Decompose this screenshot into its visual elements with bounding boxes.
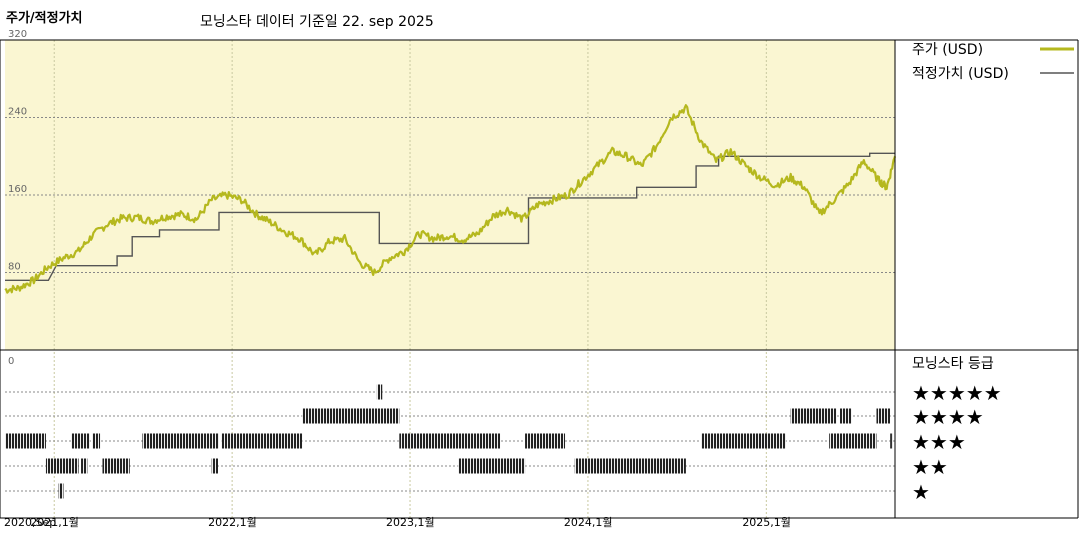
x-tick-label: 2023,1월 <box>386 516 435 529</box>
rating-bar <box>574 458 686 474</box>
chart-subtitle: 모닝스타 데이터 기준일 22. sep 2025 <box>200 14 434 30</box>
x-tick-label: 2021,1월 <box>30 516 79 529</box>
x-tick-label: 2024,1월 <box>564 516 613 529</box>
rating-bar <box>525 433 566 449</box>
rating-bar <box>221 433 303 449</box>
x-tick-label: 2025,1월 <box>742 516 791 529</box>
y-tick-label: 80 <box>8 262 21 273</box>
price-line <box>4 104 897 294</box>
rating-bar <box>71 433 90 449</box>
rating-panel-title: 모닝스타 등급 <box>912 356 994 372</box>
rating-bar <box>92 433 101 449</box>
rating-bar <box>211 458 218 474</box>
rating-bar <box>701 433 786 449</box>
rating-bar <box>458 458 526 474</box>
rating-bar <box>81 458 88 474</box>
rating-bar <box>58 483 64 499</box>
y-tick-label: 240 <box>8 107 27 118</box>
rating-level-label: ★★★★ <box>912 405 984 429</box>
rating-bar <box>890 433 893 449</box>
fair-value-line <box>5 152 895 281</box>
rating-bar <box>790 408 837 424</box>
y-tick-label: 0 <box>8 356 14 367</box>
rating-bar <box>376 384 383 400</box>
rating-bar <box>142 433 219 449</box>
rating-bar <box>45 458 79 474</box>
legend-label-price: 주가 (USD) <box>912 42 983 58</box>
rating-bar <box>839 408 852 424</box>
rating-bar <box>5 433 46 449</box>
rating-level-label: ★★★ <box>912 430 966 454</box>
chart-title: 주가/적정가치 <box>6 10 83 26</box>
rating-bar <box>399 433 501 449</box>
x-tick-label: 2020,Sep <box>4 516 56 529</box>
y-tick-label: 320 <box>8 29 27 40</box>
x-tick-label: 2022,1월 <box>208 516 257 529</box>
rating-bar <box>876 408 891 424</box>
rating-bar <box>829 433 877 449</box>
y-tick-label: 160 <box>8 184 27 195</box>
rating-level-label: ★★ <box>912 455 948 479</box>
legend-label-fair-value: 적정가치 (USD) <box>912 66 1009 82</box>
rating-bar <box>302 408 400 424</box>
rating-level-label: ★ <box>912 480 930 504</box>
rating-level-label: ★★★★★ <box>912 381 1002 405</box>
rating-bar <box>102 458 130 474</box>
